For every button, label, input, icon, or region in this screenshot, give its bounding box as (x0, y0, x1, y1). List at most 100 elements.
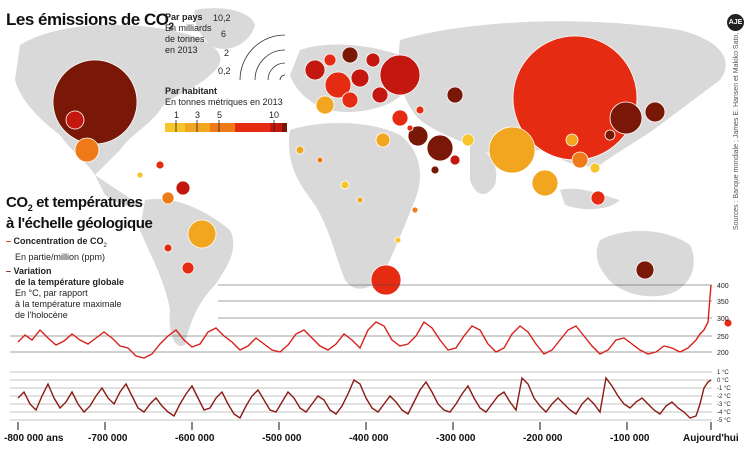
co2-legend: – Concentration de CO2 En partie/million… (6, 236, 107, 263)
per-capita-tick-1: 1 (174, 110, 180, 120)
main-title-subscript: 2 (168, 21, 174, 33)
x-label-200000: -200 000 (523, 433, 563, 444)
bubble-philippines (589, 162, 601, 174)
bubble-ukraine (371, 86, 389, 104)
co2-tick-400: 400 (717, 283, 729, 290)
bubble-india (488, 126, 536, 174)
temp-tick-1: 1 °C (717, 370, 729, 376)
bubble-korea (644, 101, 666, 123)
x-label-100000: -100 000 (610, 433, 650, 444)
country-bubbles (52, 35, 733, 328)
temp-tick-0: 0 °C (717, 378, 729, 384)
co2-tick-300: 300 (717, 316, 729, 323)
geo-title-line2: à l'échelle géologique (6, 215, 153, 232)
temp-tick-m5: -5 °C (717, 418, 731, 424)
x-label-600000: -600 000 (175, 433, 215, 444)
bubble-germany (324, 71, 352, 99)
co2-tick-350: 350 (717, 299, 729, 306)
temp-legend-line1: En °C, par rapport (15, 288, 88, 298)
temp-tick-m4: -4 °C (717, 410, 731, 416)
bubble-iran (426, 134, 454, 162)
x-label-today: Aujourd'hui (683, 433, 739, 444)
temp-grid (10, 371, 712, 421)
co2-legend-heading: Concentration de CO (13, 236, 104, 246)
per-capita-unit: En tonnes métriques en 2013 (165, 97, 283, 107)
co2-tick-250: 250 (717, 334, 729, 341)
bubble-poland (350, 68, 370, 88)
per-capita-tick-5: 5 (217, 110, 223, 120)
by-country-line2: de tonnes (165, 34, 205, 44)
co2-tick-200: 200 (717, 350, 729, 357)
scale-label-10: 10,2 (213, 13, 231, 23)
x-label-500000: -500 000 (262, 433, 302, 444)
bubble-nz (723, 318, 733, 328)
main-title: Les émissions de CO2 (6, 10, 174, 32)
bubble-argentina (181, 261, 195, 275)
temp-legend-line2: à la température maximale (15, 299, 122, 309)
by-country-legend: Par pays En milliards de tonnes en 2013 (165, 12, 212, 56)
temp-legend-marker: – (6, 266, 12, 276)
co2-grid (10, 284, 712, 353)
bubble-kazakhstan (446, 86, 464, 104)
world-map (15, 8, 726, 346)
bubble-russia (379, 54, 421, 96)
temperature-legend: – Variation de la température globale En… (6, 266, 124, 321)
country-scale (239, 34, 286, 81)
by-country-line1: En milliards (165, 23, 212, 33)
x-label-300000: -300 000 (436, 433, 476, 444)
per-capita-scale-bar (165, 120, 287, 132)
temp-tick-m1: -1 °C (717, 386, 731, 392)
bubble-uk (304, 59, 326, 81)
temp-legend-line3: de l'holocène (15, 310, 68, 320)
per-capita-tick-3: 3 (195, 110, 201, 120)
temp-legend-heading1: Variation (13, 266, 52, 276)
bubble-italy (341, 91, 359, 109)
co2-line (17, 284, 712, 359)
per-capita-legend: Par habitant En tonnes métriques en 2013 (165, 86, 283, 108)
bubble-france (315, 95, 335, 115)
bubble-pakistan (461, 133, 475, 147)
x-label-400000: -400 000 (349, 433, 389, 444)
temperature-line (17, 376, 712, 420)
geo-title-co: CO (6, 194, 28, 211)
bubble-japan (609, 101, 643, 135)
bubble-taiwan (604, 129, 616, 141)
bubble-usa (52, 59, 138, 145)
scale-label-2: 2 (224, 48, 230, 58)
bubble-brazil (187, 219, 217, 249)
temp-tick-m3: -3 °C (717, 402, 731, 408)
temp-tick-m2: -2 °C (717, 394, 731, 400)
bubble-turkey (391, 109, 409, 127)
x-label-700000: -700 000 (88, 433, 128, 444)
bubble-thailand (571, 151, 589, 169)
by-country-heading: Par pays (165, 12, 203, 22)
x-label-800000: -800 000 ans (4, 433, 64, 444)
by-country-line3: en 2013 (165, 45, 198, 55)
per-capita-tick-10: 10 (269, 110, 280, 120)
geo-title-rest: et températures (32, 194, 143, 211)
co2-legend-sub: 2 (103, 242, 107, 249)
bubble-egypt (375, 132, 391, 148)
bubble-colombia (161, 191, 175, 205)
scale-label-6: 6 (221, 29, 227, 39)
bubble-south-africa (370, 264, 402, 296)
sources: Sources : Banque mondiale ; James E. Han… (733, 14, 743, 280)
main-title-text: Les émissions de CO (6, 10, 169, 29)
bubble-vietnam (565, 133, 579, 147)
geo-title-sub: 2 (27, 203, 33, 213)
bubble-mexico (74, 137, 100, 163)
bubble-indonesia (531, 169, 559, 197)
sources-text: Sources : Banque mondiale ; James E. Han… (733, 14, 740, 230)
temp-legend-heading2: de la température globale (15, 277, 125, 287)
bubble-canada (65, 110, 85, 130)
brand-logo: AJE (727, 14, 744, 31)
bubble-venezuela (175, 180, 191, 196)
co2-legend-unit: En partie/million (ppm) (15, 251, 106, 262)
bubble-chile (163, 243, 173, 253)
x-axis-ticks (17, 422, 712, 430)
geological-title: CO2 et températures à l'échelle géologiq… (6, 195, 156, 232)
co2-legend-marker: – (6, 236, 12, 246)
scale-label-0-2: 0,2 (218, 66, 231, 76)
bubble-australia (635, 260, 655, 280)
